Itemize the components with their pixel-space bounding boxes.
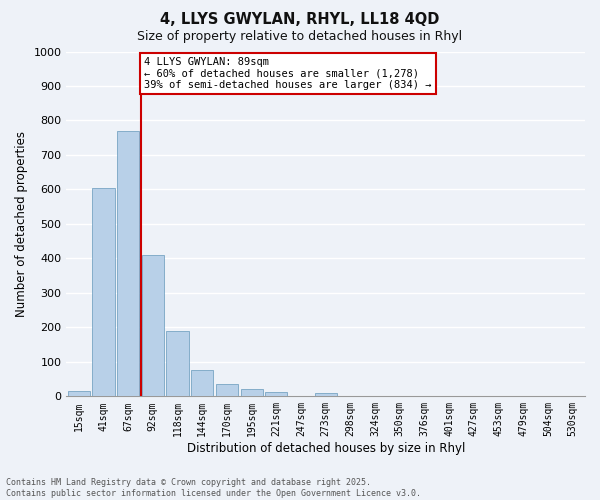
Text: 4, LLYS GWYLAN, RHYL, LL18 4QD: 4, LLYS GWYLAN, RHYL, LL18 4QD: [160, 12, 440, 28]
X-axis label: Distribution of detached houses by size in Rhyl: Distribution of detached houses by size …: [187, 442, 465, 455]
Text: 4 LLYS GWYLAN: 89sqm
← 60% of detached houses are smaller (1,278)
39% of semi-de: 4 LLYS GWYLAN: 89sqm ← 60% of detached h…: [144, 56, 432, 90]
Bar: [191, 370, 214, 396]
Y-axis label: Number of detached properties: Number of detached properties: [15, 131, 28, 317]
Bar: [142, 255, 164, 396]
Bar: [265, 392, 287, 396]
Text: Size of property relative to detached houses in Rhyl: Size of property relative to detached ho…: [137, 30, 463, 43]
Bar: [117, 131, 139, 396]
Bar: [216, 384, 238, 396]
Bar: [314, 393, 337, 396]
Bar: [166, 331, 188, 396]
Bar: [68, 391, 90, 396]
Text: Contains HM Land Registry data © Crown copyright and database right 2025.
Contai: Contains HM Land Registry data © Crown c…: [6, 478, 421, 498]
Bar: [92, 188, 115, 396]
Bar: [241, 390, 263, 396]
